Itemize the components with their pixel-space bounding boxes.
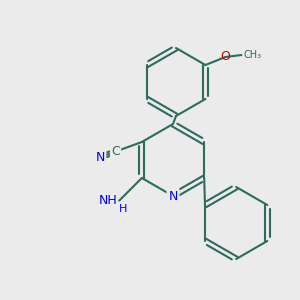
Text: NH: NH [98, 194, 117, 207]
Text: N: N [96, 151, 105, 164]
Text: C: C [111, 145, 120, 158]
Text: O: O [220, 50, 230, 64]
Text: CH₃: CH₃ [243, 50, 262, 60]
Text: N: N [168, 190, 178, 202]
Text: H: H [119, 204, 128, 214]
